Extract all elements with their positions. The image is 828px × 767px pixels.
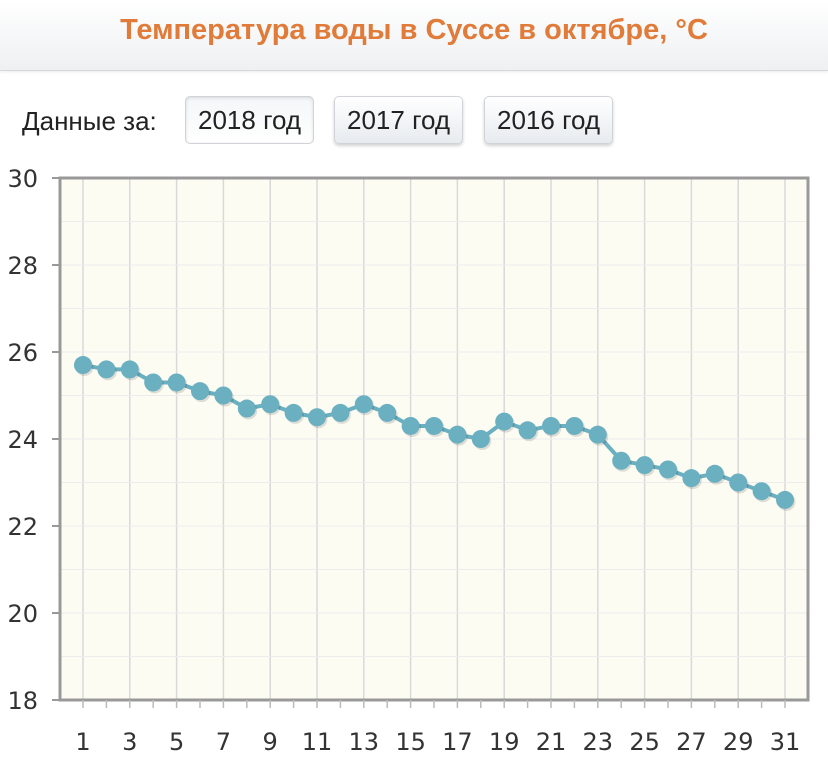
x-tick-label: 11 bbox=[302, 728, 333, 756]
data-point-day-27[interactable] bbox=[682, 469, 701, 488]
x-tick-label: 21 bbox=[536, 728, 567, 756]
data-point-day-2[interactable] bbox=[97, 360, 116, 379]
data-point-day-3[interactable] bbox=[120, 360, 139, 379]
x-tick-label: 13 bbox=[349, 728, 380, 756]
data-point-day-17[interactable] bbox=[448, 425, 467, 444]
data-point-day-15[interactable] bbox=[401, 416, 420, 435]
series-points bbox=[74, 356, 796, 511]
data-point-day-26[interactable] bbox=[659, 460, 677, 479]
data-point-day-18[interactable] bbox=[471, 430, 490, 448]
data-point-day-7[interactable] bbox=[214, 386, 233, 405]
data-point-day-10[interactable] bbox=[284, 403, 303, 422]
y-tick-label: 22 bbox=[7, 513, 38, 541]
header-bar: Температура воды в Суссе в октябре, °C bbox=[0, 0, 828, 71]
y-tick-label: 18 bbox=[7, 687, 38, 715]
data-point-day-24[interactable] bbox=[612, 451, 631, 470]
x-tick-label: 25 bbox=[629, 728, 660, 756]
y-tick-label: 30 bbox=[7, 165, 38, 193]
x-tick-label: 5 bbox=[169, 728, 184, 756]
data-point-day-6[interactable] bbox=[191, 382, 209, 401]
data-point-day-4[interactable] bbox=[144, 373, 163, 392]
data-point-day-25[interactable] bbox=[635, 456, 654, 475]
x-tick-label: 29 bbox=[723, 728, 754, 756]
data-point-day-5[interactable] bbox=[167, 373, 186, 392]
data-point-day-12[interactable] bbox=[331, 403, 350, 422]
page-title: Температура воды в Суссе в октябре, °C bbox=[120, 14, 708, 46]
data-point-day-20[interactable] bbox=[518, 421, 537, 440]
data-point-day-11[interactable] bbox=[308, 408, 326, 427]
x-tick-label: 17 bbox=[442, 728, 473, 756]
data-point-day-8[interactable] bbox=[237, 399, 256, 418]
x-tick-label: 7 bbox=[216, 728, 231, 756]
data-for-label: Данные за: bbox=[22, 106, 157, 136]
data-point-day-28[interactable] bbox=[705, 464, 724, 483]
data-point-day-29[interactable] bbox=[729, 473, 748, 492]
data-point-day-16[interactable] bbox=[425, 416, 443, 435]
data-point-day-1[interactable] bbox=[74, 356, 92, 375]
y-tick-label: 24 bbox=[7, 426, 38, 454]
x-tick-label: 31 bbox=[770, 728, 801, 756]
data-point-day-9[interactable] bbox=[261, 395, 280, 414]
x-tick-label: 1 bbox=[75, 728, 90, 756]
x-tick-label: 19 bbox=[489, 728, 520, 756]
y-tick-label: 20 bbox=[7, 600, 38, 628]
y-tick-label: 28 bbox=[7, 252, 38, 280]
grid-lines bbox=[60, 178, 808, 700]
year-2017-button[interactable]: 2017 год bbox=[334, 96, 464, 144]
data-point-day-19[interactable] bbox=[495, 412, 514, 431]
data-point-day-31[interactable] bbox=[776, 490, 794, 509]
x-tick-label: 3 bbox=[122, 728, 137, 756]
x-tick-label: 27 bbox=[676, 728, 707, 756]
data-point-day-22[interactable] bbox=[565, 416, 584, 435]
x-axis-ticks: 1 3 5 7 9 11 13 15 17 19 21 23 25 27 29 31 bbox=[75, 728, 800, 756]
y-axis-ticks: 30 28 26 24 22 20 18 bbox=[7, 165, 60, 715]
x-tick-label: 15 bbox=[395, 728, 426, 756]
x-tick-label: 9 bbox=[263, 728, 278, 756]
x-tick-label: 23 bbox=[583, 728, 614, 756]
y-tick-label: 26 bbox=[7, 339, 38, 367]
data-point-day-23[interactable] bbox=[588, 425, 607, 444]
data-point-day-13[interactable] bbox=[354, 395, 373, 414]
data-point-day-30[interactable] bbox=[752, 482, 771, 501]
data-point-day-21[interactable] bbox=[542, 416, 560, 435]
year-2016-button[interactable]: 2016 год bbox=[484, 96, 614, 144]
data-point-day-14[interactable] bbox=[378, 403, 397, 422]
year-2018-button[interactable]: 2018 год bbox=[185, 96, 315, 144]
